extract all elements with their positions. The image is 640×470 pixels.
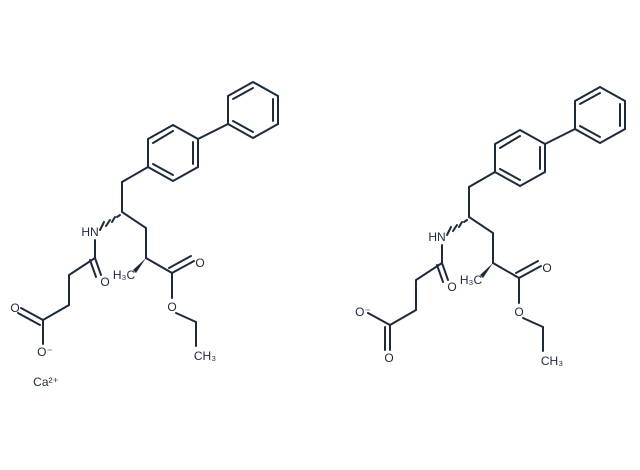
atom-label: H₃C [113,268,136,282]
atom-label: HN [428,230,445,244]
atom-label: HN [81,225,98,239]
atom-label: O [384,351,393,365]
atom-label: H₃C [460,273,483,287]
atom-label: O [100,275,109,289]
atom-label: O [447,280,456,294]
atom-label: CH₃ [194,349,216,363]
atom-label: O [514,305,523,319]
atom-label: CH₃ [541,354,563,368]
atom-label: O⁻ [37,345,53,359]
atom-label: O [10,301,19,315]
molecule: HN O O O H₃C CH₃ O O⁻ [355,86,626,368]
atom-label: O [167,300,176,314]
molecule: HN O O O H₃C CH₃ O O⁻ Ca²⁺ [10,81,279,389]
atom-label: O [195,256,204,270]
atom-label: O⁻ [355,305,371,319]
atom-label: O [542,261,551,275]
ion-label: Ca²⁺ [33,375,59,389]
